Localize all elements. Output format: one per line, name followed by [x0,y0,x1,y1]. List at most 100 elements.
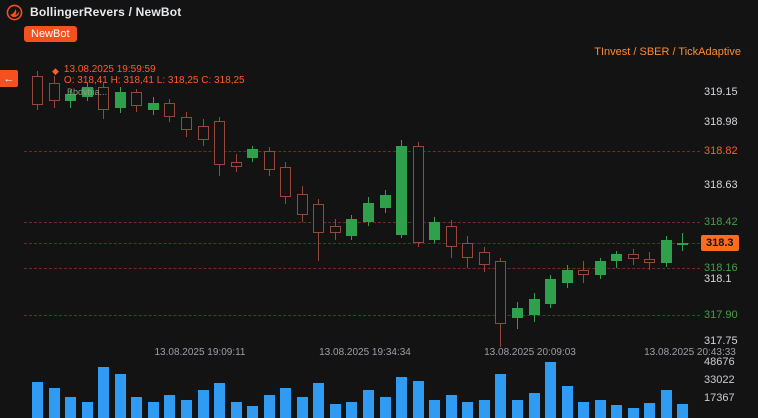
price-axis-label: 317.75 [704,335,738,348]
price-axis-label: 318.63 [704,178,738,191]
candle [247,149,258,158]
volume-bar [32,382,43,418]
candle [98,86,109,110]
candle [479,252,490,265]
candle [628,254,639,260]
candle [49,83,60,102]
price-axis-label: 318.98 [704,116,738,129]
price-axis-label: 318.82 [704,144,738,157]
volume-bar [611,405,622,418]
app-header: BollingerRevers / NewBot [0,0,758,24]
candle [529,298,540,315]
volume-bar [562,385,573,418]
volume-bar [131,397,142,418]
phoenix-logo-icon [6,4,23,20]
page-title: BollingerRevers / NewBot [30,5,182,19]
volume-bar [363,390,374,418]
volume-bar [313,383,324,418]
volume-bar [529,392,540,418]
newbot-button[interactable]: NewBot [24,26,77,42]
candle [429,222,440,240]
volume-bar [628,407,639,418]
candle [512,307,523,319]
volume-bar [115,374,126,418]
candle [115,92,126,109]
candle [644,259,655,263]
volume-bar [495,374,506,418]
candle [313,204,324,233]
volume-bar [677,404,688,418]
candle [562,270,573,283]
volume-bar [578,401,589,418]
candle [462,243,473,258]
volume-bar [231,401,242,418]
candle [545,279,556,304]
volume-axis-label: 48676 [704,356,735,368]
candle [363,202,374,223]
legend-ohlc: O: 318,41 H: 318,41 L: 318,25 C: 318,25 [63,75,245,86]
level-line [24,222,700,224]
candle [297,193,308,215]
volume-bar [661,390,672,418]
volume-bar [545,362,556,418]
candle [380,195,391,208]
candle-wick [682,232,683,251]
volume-bar [446,394,457,418]
candle [65,93,76,102]
time-axis-label: 13.08.2025 20:43:33 [644,347,736,358]
level-line [24,314,700,316]
candle [264,150,275,171]
volume-bar [65,397,76,418]
arrow-left-icon: ← [3,72,15,85]
volume-bar [247,406,258,418]
price-axis-label: 318.1 [704,273,732,286]
time-axis-label: 13.08.2025 19:09:11 [154,347,246,358]
volume-bar [380,397,391,418]
candle [214,120,225,166]
volume-bar [595,399,606,418]
volume-bar [181,399,192,418]
candle [495,261,506,324]
candle [164,102,175,118]
volume-bar [82,401,93,418]
volume-bar [644,403,655,418]
candle [181,117,192,130]
candle [595,261,606,276]
volume-bar [198,390,209,418]
candle [330,225,341,233]
volume-bar [512,399,523,418]
candle [82,86,93,98]
candle [396,145,407,235]
volume-bar [148,401,159,418]
volume-bar [280,388,291,418]
volume-axis-label: 33022 [704,374,735,386]
volume-bar [462,401,473,418]
price-axis-label: 318.42 [704,216,738,229]
candle [346,218,357,237]
volume-bar [98,367,109,418]
candle [413,145,424,244]
candle [148,102,159,110]
price-axis-label: 319.15 [704,86,738,99]
time-axis-label: 13.08.2025 20:09:03 [484,347,576,358]
candle [661,239,672,263]
candle [32,76,43,105]
volume-bar [396,376,407,418]
volume-bar [264,394,275,418]
volume-axis-label: 17367 [704,392,735,405]
back-button[interactable]: ← [0,70,18,87]
volume-bar [413,381,424,418]
volume-bar [330,404,341,418]
volume-bar [429,399,440,418]
price-axis-label: 317.90 [704,308,738,321]
volume-bar [479,399,490,418]
volume-bar [297,397,308,418]
candle [677,243,688,246]
volume-bar [214,383,225,418]
candle [198,125,209,141]
volume-bar [49,388,60,418]
broker-info: TInvest / SBER / TickAdaptive [594,46,741,58]
candle [578,270,589,276]
volume-bar [346,401,357,418]
